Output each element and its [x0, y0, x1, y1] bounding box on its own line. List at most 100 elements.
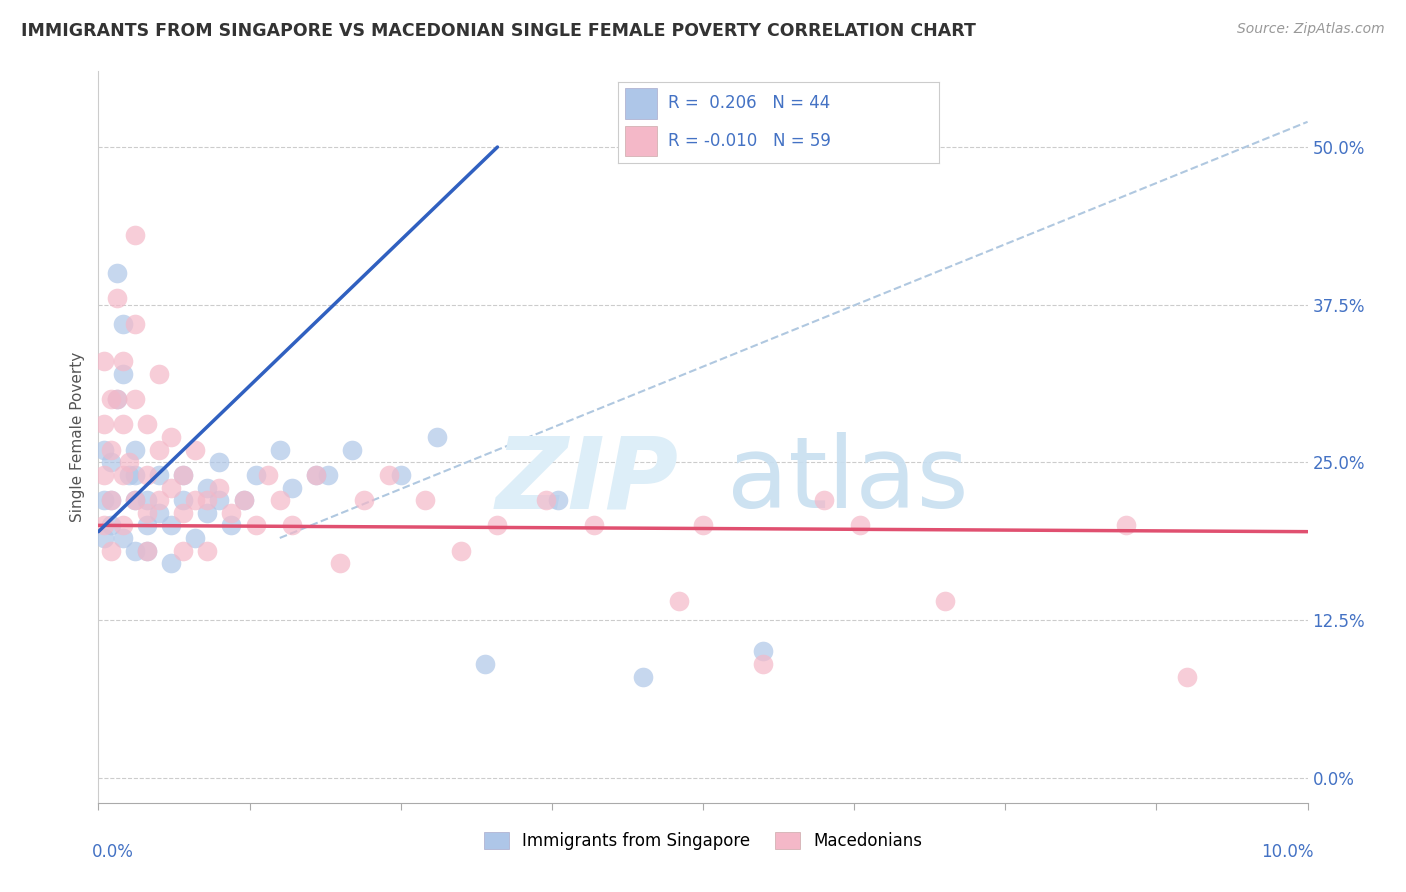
Point	[124, 392, 146, 407]
Point	[752, 657, 775, 671]
Point	[426, 430, 449, 444]
Point	[486, 518, 509, 533]
Point	[124, 442, 146, 457]
Text: IMMIGRANTS FROM SINGAPORE VS MACEDONIAN SINGLE FEMALE POVERTY CORRELATION CHART: IMMIGRANTS FROM SINGAPORE VS MACEDONIAN …	[21, 22, 976, 40]
Point	[195, 481, 218, 495]
Point	[124, 543, 146, 558]
Point	[631, 670, 654, 684]
Point	[389, 467, 412, 482]
Point	[172, 506, 194, 520]
Point	[93, 417, 115, 432]
Point	[1115, 518, 1137, 533]
Point	[100, 493, 122, 508]
Point	[232, 493, 254, 508]
Point	[100, 493, 122, 508]
Point	[547, 493, 569, 508]
Point	[148, 367, 170, 381]
Point	[93, 354, 115, 368]
Point	[450, 543, 472, 558]
Point	[160, 481, 183, 495]
Point	[105, 291, 128, 305]
Point	[195, 506, 218, 520]
Point	[668, 594, 690, 608]
Point	[148, 467, 170, 482]
Point	[534, 493, 557, 508]
Point	[148, 493, 170, 508]
Point	[135, 493, 157, 508]
Point	[93, 493, 115, 508]
Legend: Immigrants from Singapore, Macedonians: Immigrants from Singapore, Macedonians	[477, 825, 929, 856]
Point	[208, 493, 231, 508]
Text: Source: ZipAtlas.com: Source: ZipAtlas.com	[1237, 22, 1385, 37]
Text: 0.0%: 0.0%	[93, 843, 134, 861]
Point	[413, 493, 436, 508]
Point	[184, 493, 207, 508]
Point	[118, 467, 141, 482]
Point	[111, 317, 134, 331]
Point	[111, 467, 134, 482]
Point	[208, 455, 231, 469]
Point	[221, 506, 243, 520]
Point	[124, 228, 146, 243]
Point	[135, 506, 157, 520]
Point	[849, 518, 872, 533]
Point	[148, 442, 170, 457]
Point	[232, 493, 254, 508]
Point	[245, 467, 267, 482]
Point	[105, 392, 128, 407]
Point	[160, 518, 183, 533]
Y-axis label: Single Female Poverty: Single Female Poverty	[70, 352, 86, 522]
Point	[305, 467, 328, 482]
Point	[172, 467, 194, 482]
Point	[377, 467, 399, 482]
Point	[245, 518, 267, 533]
Point	[329, 556, 352, 570]
Point	[135, 467, 157, 482]
Text: atlas: atlas	[727, 433, 969, 530]
Point	[100, 442, 122, 457]
Point	[118, 455, 141, 469]
Point	[813, 493, 835, 508]
Point	[93, 518, 115, 533]
Point	[105, 392, 128, 407]
Point	[135, 543, 157, 558]
Text: 10.0%: 10.0%	[1261, 843, 1313, 861]
Point	[342, 442, 364, 457]
Point	[172, 467, 194, 482]
Point	[934, 594, 956, 608]
Point	[124, 493, 146, 508]
Point	[100, 518, 122, 533]
Point	[305, 467, 328, 482]
Point	[752, 644, 775, 658]
Point	[583, 518, 606, 533]
Point	[111, 354, 134, 368]
Point	[316, 467, 339, 482]
Point	[172, 493, 194, 508]
Point	[93, 442, 115, 457]
Point	[474, 657, 496, 671]
Point	[184, 442, 207, 457]
Point	[105, 266, 128, 280]
Point	[135, 417, 157, 432]
Point	[208, 481, 231, 495]
Point	[184, 531, 207, 545]
Point	[148, 506, 170, 520]
Point	[692, 518, 714, 533]
Point	[111, 518, 134, 533]
Point	[124, 493, 146, 508]
Point	[281, 518, 304, 533]
Point	[93, 531, 115, 545]
Point	[124, 467, 146, 482]
Point	[221, 518, 243, 533]
Point	[93, 467, 115, 482]
Point	[135, 518, 157, 533]
Point	[111, 367, 134, 381]
Point	[100, 543, 122, 558]
Point	[172, 543, 194, 558]
Point	[100, 392, 122, 407]
Point	[124, 317, 146, 331]
Point	[269, 493, 291, 508]
Point	[195, 543, 218, 558]
Point	[1175, 670, 1198, 684]
Point	[135, 543, 157, 558]
